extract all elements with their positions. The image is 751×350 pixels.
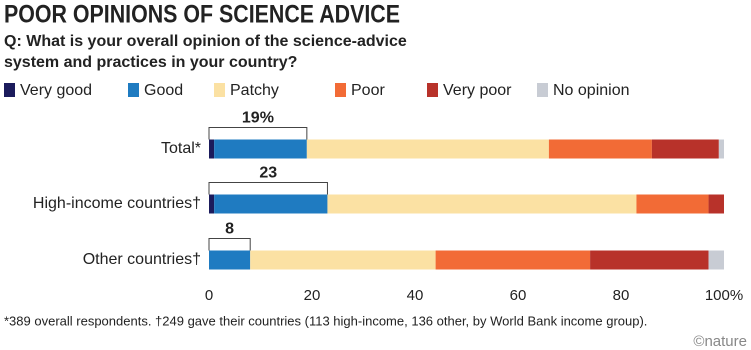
legend-swatch bbox=[335, 83, 346, 97]
legend-label: Poor bbox=[351, 82, 385, 99]
bar-segment bbox=[708, 250, 724, 270]
chart-title: POOR OPINIONS OF SCIENCE ADVICE bbox=[4, 1, 400, 29]
bracket-label: 8 bbox=[225, 221, 234, 238]
credit: ©nature bbox=[693, 333, 747, 350]
legend-swatch bbox=[427, 83, 438, 97]
footnote: *389 overall respondents. †249 gave thei… bbox=[4, 313, 647, 328]
legend-label: Very good bbox=[20, 82, 92, 99]
bar-segment bbox=[708, 194, 724, 214]
bar-segment bbox=[435, 250, 591, 270]
bar-segment bbox=[590, 250, 709, 270]
legend-swatch bbox=[214, 83, 225, 97]
subtitle: system and practices in your country? bbox=[4, 54, 297, 71]
x-tick-label: 40 bbox=[407, 287, 424, 304]
bar-segment bbox=[651, 139, 719, 159]
y-tick-label: High-income countries† bbox=[33, 195, 201, 212]
legend-swatch bbox=[4, 83, 15, 97]
bar-segment bbox=[209, 194, 215, 214]
bracket bbox=[208, 182, 328, 195]
bar-segment bbox=[209, 139, 215, 159]
x-tick-label: 60 bbox=[510, 287, 527, 304]
bar-segment bbox=[209, 250, 251, 270]
bar-segment bbox=[636, 194, 709, 214]
legend-label: No opinion bbox=[553, 82, 630, 99]
bar-segment bbox=[214, 139, 307, 159]
bracket-label: 23 bbox=[259, 165, 277, 182]
legend-swatch bbox=[537, 83, 548, 97]
bar-segment bbox=[718, 139, 724, 159]
bracket bbox=[208, 238, 251, 251]
x-tick-label: 0 bbox=[205, 287, 213, 304]
legend-label: Good bbox=[144, 82, 183, 99]
bracket bbox=[208, 127, 308, 140]
y-tick-label: Other countries† bbox=[83, 251, 201, 268]
y-tick-label: Total* bbox=[161, 140, 201, 157]
bar-segment bbox=[306, 139, 549, 159]
legend-label: Patchy bbox=[230, 82, 279, 99]
x-tick-label: 80 bbox=[613, 287, 630, 304]
bar-segment bbox=[250, 250, 436, 270]
bracket-label: 19% bbox=[242, 110, 274, 127]
bar-segment bbox=[327, 194, 637, 214]
x-tick-label: 20 bbox=[304, 287, 321, 304]
bar-segment bbox=[214, 194, 328, 214]
legend-swatch bbox=[128, 83, 139, 97]
legend-label: Very poor bbox=[443, 82, 512, 99]
subtitle: Q: What is your overall opinion of the s… bbox=[4, 33, 407, 50]
x-tick-label: 100% bbox=[705, 287, 743, 304]
bar-segment bbox=[548, 139, 652, 159]
